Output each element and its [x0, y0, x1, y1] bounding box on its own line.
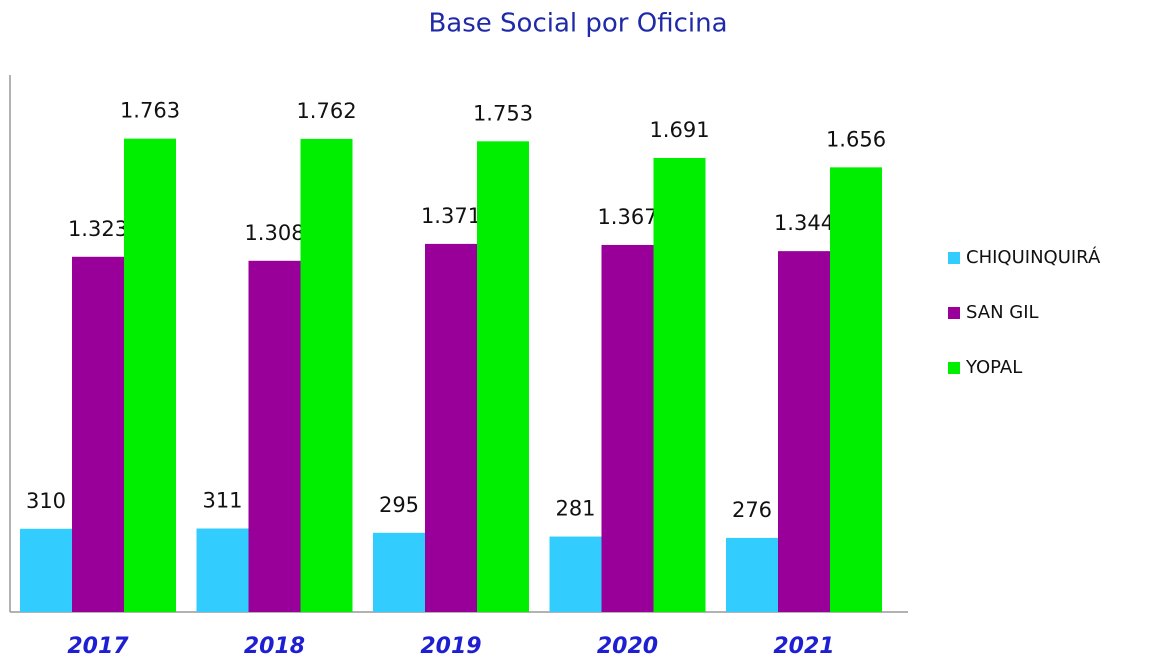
value-label: 276	[732, 498, 772, 522]
value-label: 1.323	[68, 217, 128, 241]
bar	[653, 157, 706, 613]
bar	[300, 138, 353, 612]
bar	[726, 537, 778, 612]
x-tick-label: 2018	[244, 634, 305, 659]
bar	[373, 532, 425, 612]
bar	[778, 251, 830, 613]
legend-swatch	[948, 252, 960, 264]
bar	[830, 167, 882, 612]
bar	[477, 141, 529, 612]
value-label: 1.308	[244, 221, 304, 245]
value-label: 1.763	[120, 99, 180, 123]
value-label: 1.691	[649, 118, 709, 142]
bar	[196, 528, 249, 612]
legend-swatch	[948, 362, 960, 374]
bar	[425, 243, 477, 612]
chart-title: Base Social por Oficina	[428, 9, 727, 39]
value-label: 1.344	[774, 211, 834, 235]
bar	[20, 528, 72, 612]
value-label: 1.753	[473, 101, 533, 125]
value-label: 1.367	[597, 205, 657, 229]
bar	[248, 260, 301, 612]
x-tick-label: 2019	[420, 634, 481, 659]
legend-label: SAN GIL	[966, 302, 1039, 323]
value-label: 311	[202, 488, 242, 512]
value-label: 295	[379, 493, 419, 517]
legend-label: CHIQUINQUIRÁ	[966, 246, 1101, 268]
value-label: 310	[26, 489, 66, 513]
x-tick-label: 2017	[67, 634, 129, 659]
bar	[72, 256, 124, 612]
value-label: 1.656	[826, 127, 886, 151]
value-label: 1.371	[421, 204, 481, 228]
x-tick-label: 2021	[773, 634, 834, 659]
legend-swatch	[948, 307, 960, 319]
bar	[601, 244, 654, 612]
legend-label: YOPAL	[965, 357, 1022, 378]
bar	[549, 536, 602, 612]
bar	[124, 138, 176, 612]
value-label: 1.762	[296, 99, 356, 123]
x-tick-label: 2020	[597, 634, 658, 659]
value-label: 281	[555, 497, 595, 521]
